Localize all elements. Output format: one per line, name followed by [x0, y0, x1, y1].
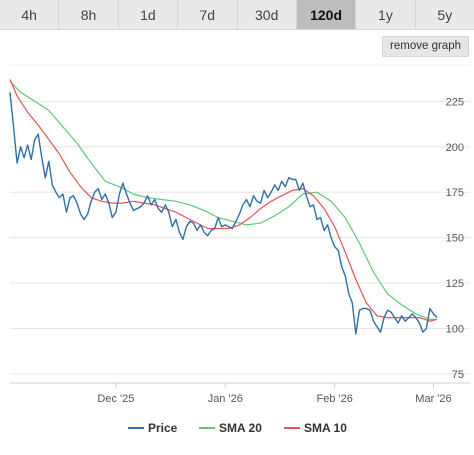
tab-5y[interactable]: 5y [437, 6, 453, 23]
remove-graph-button[interactable]: remove graph [382, 36, 469, 57]
axes: 75 100 125 150 175 200 225 Dec '25 Jan '26 Feb '2… [10, 96, 470, 405]
y-tick-label: 150 [446, 233, 464, 245]
y-tick-label: 200 [446, 142, 464, 154]
legend-label: SMA 20 [219, 421, 262, 435]
x-tick-label: Jan '26 [208, 393, 243, 405]
x-tick-label: Dec '25 [97, 393, 134, 405]
series-line-price [9, 92, 438, 335]
x-tick-label: Mar '26 [415, 393, 451, 405]
tab-1y[interactable]: 1y [356, 0, 416, 29]
series-line-sma-20 [9, 80, 437, 320]
tab-1d[interactable]: 1d [119, 0, 179, 29]
tab-8h[interactable]: 8h [59, 0, 119, 29]
legend: Price SMA 20 SMA 10 [128, 421, 347, 435]
tab-120d[interactable]: 120d [296, 0, 357, 29]
timeframe-tabs: 4h 8h 1d 7d 30d 120d 1y 5y [0, 0, 474, 30]
y-tick-label: 225 [446, 96, 464, 108]
y-tick-label: 175 [446, 187, 464, 199]
grid-lines [10, 64, 470, 375]
x-tick-label: Feb '26 [316, 393, 352, 405]
y-tick-label: 100 [446, 323, 464, 335]
legend-label: SMA 10 [304, 421, 347, 435]
series-line-sma-10 [9, 79, 438, 322]
y-tick-label: 75 [452, 369, 464, 381]
tab-4h[interactable]: 4h [0, 0, 60, 29]
tab-30d[interactable]: 30d [238, 0, 297, 29]
series-lines [9, 79, 438, 335]
tab-7d[interactable]: 7d [178, 0, 238, 29]
y-tick-label: 125 [446, 278, 464, 290]
legend-label: Price [148, 421, 178, 435]
